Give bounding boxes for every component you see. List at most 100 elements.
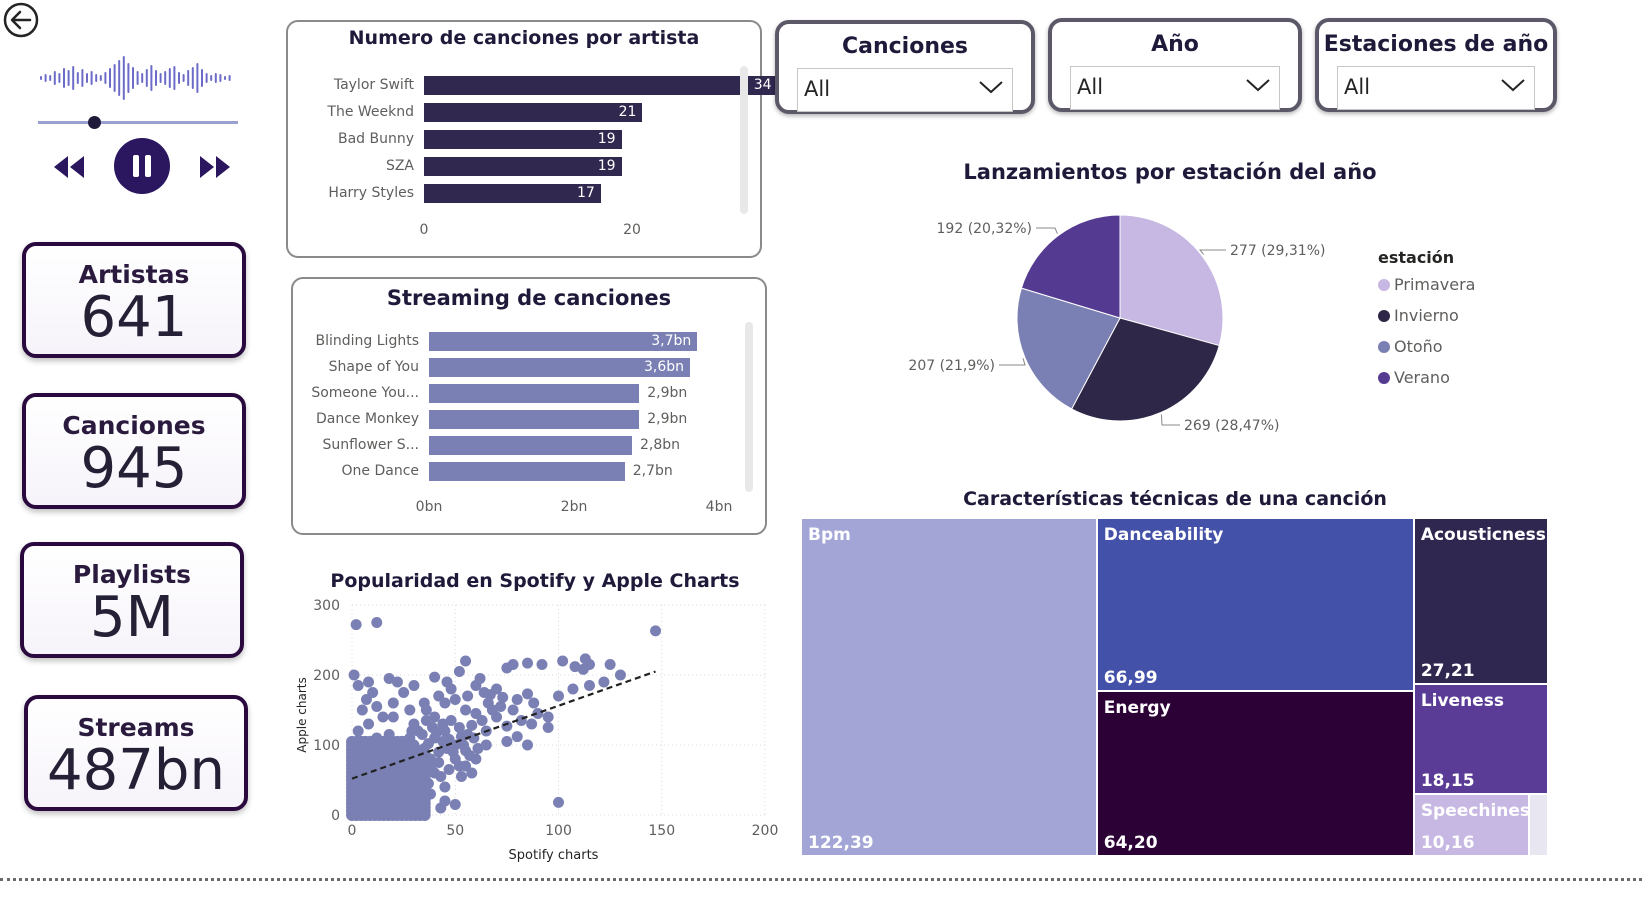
- scatter-point: [360, 808, 372, 820]
- scatter-point: [480, 739, 492, 751]
- scatter-point: [377, 750, 389, 761]
- pause-button[interactable]: [114, 138, 170, 194]
- waveform-bar: [122, 56, 125, 100]
- scatter-point: [422, 778, 434, 789]
- treemap-cell: Energy 64,20: [1096, 690, 1414, 856]
- kpi-value: 5M: [90, 585, 174, 650]
- waveform-bar: [191, 67, 194, 89]
- pie-data-label: 269 (28,47%): [1184, 418, 1279, 434]
- scatter-point: [435, 771, 447, 782]
- bar: [429, 332, 698, 351]
- pie-chart: 277 (29,31%) 269 (28,47%) 207 (21,9%) 192 (…: [908, 214, 1325, 434]
- bar: [424, 157, 622, 176]
- data-label: 19: [597, 157, 616, 174]
- waveform-bar: [219, 74, 222, 82]
- rewind-icon[interactable]: [52, 154, 86, 184]
- scatter-point: [365, 789, 377, 801]
- scatter-point: [433, 746, 445, 758]
- scatter-point: [416, 768, 428, 780]
- legend-marker-icon: [1378, 279, 1390, 291]
- y-tick-label: 0: [331, 808, 340, 824]
- fast-forward-icon[interactable]: [198, 154, 232, 184]
- pie-legend: Primavera Invierno Otoño Verano: [1378, 275, 1538, 405]
- data-label: 17: [576, 184, 595, 201]
- scatter-point: [557, 655, 569, 667]
- slicer-ano[interactable]: Año All: [1048, 18, 1302, 112]
- scatter-point: [455, 731, 467, 743]
- scatter-point: [404, 704, 416, 716]
- slicer-canciones[interactable]: Canciones All: [775, 20, 1035, 114]
- waveform-bar: [86, 73, 88, 83]
- scatter-point: [352, 725, 364, 737]
- waveform-bar: [173, 66, 176, 90]
- scatter-point: [350, 753, 362, 765]
- scatter-point: [367, 743, 379, 754]
- category-label: Someone You...: [311, 384, 419, 401]
- scatter-point: [352, 680, 364, 691]
- legend-label: Primavera: [1394, 275, 1476, 294]
- scatter-point: [398, 687, 410, 698]
- scatter-point: [437, 736, 449, 747]
- progress-handle[interactable]: [88, 116, 101, 129]
- scrollbar[interactable]: [740, 66, 748, 214]
- scatter-point: [369, 806, 381, 818]
- scatter-point: [476, 715, 488, 726]
- x-tick-label: 0: [419, 222, 429, 238]
- legend-marker-icon: [1378, 372, 1390, 384]
- slicer-value: All: [1077, 75, 1104, 99]
- waveform-bar: [58, 73, 61, 83]
- waveform-bar: [196, 63, 199, 93]
- scatter-point: [424, 788, 436, 800]
- scatter-point: [412, 785, 424, 796]
- waveform-bar: [224, 76, 226, 80]
- waveform-bar: [127, 63, 130, 93]
- chevron-down-icon[interactable]: [978, 77, 1004, 101]
- scatter-point: [391, 781, 403, 793]
- legend-item: Invierno: [1378, 306, 1459, 325]
- pie-slice: [1016, 287, 1121, 410]
- slicer-estaciones[interactable]: Estaciones de año All: [1315, 18, 1557, 112]
- data-label: 3,7bn: [651, 332, 692, 349]
- scatter-point: [453, 760, 465, 772]
- category-label: Sunflower S...: [322, 436, 419, 453]
- scrollbar[interactable]: [745, 322, 753, 492]
- bar: [429, 358, 690, 377]
- scatter-point: [507, 704, 519, 716]
- legend-marker-icon: [1378, 310, 1390, 322]
- treemap-label: Bpm: [808, 525, 851, 545]
- data-label: 21: [618, 103, 637, 120]
- scatter-point: [371, 701, 383, 712]
- kpi-label: Playlists: [72, 560, 192, 589]
- legend-item: Primavera: [1378, 275, 1475, 294]
- scatter-point: [402, 792, 414, 803]
- scatter-point: [358, 760, 370, 772]
- slicer-dropdown[interactable]: All: [1070, 66, 1280, 110]
- scatter-point: [371, 732, 383, 744]
- slicer-value: All: [1344, 75, 1371, 99]
- scatter-point: [433, 690, 445, 702]
- scatter-point: [449, 799, 461, 810]
- scatter-point: [350, 619, 362, 631]
- scatter-point: [418, 697, 430, 709]
- chevron-down-icon[interactable]: [1245, 75, 1271, 99]
- kpi-label: Streams: [77, 713, 195, 742]
- scatter-point: [377, 711, 389, 723]
- x-tick-label: 150: [648, 823, 675, 839]
- scatter-point: [491, 711, 503, 723]
- scatter-chart: 0 50 100 150 200 0 100 200 300 Spotify charts Appl…: [295, 598, 778, 863]
- slicer-dropdown[interactable]: All: [797, 68, 1013, 112]
- progress-track[interactable]: [38, 121, 238, 124]
- legend-marker-icon: [1378, 341, 1390, 353]
- data-label: 2,8bn: [640, 436, 681, 453]
- slicer-dropdown[interactable]: All: [1337, 66, 1535, 110]
- scatter-point: [583, 680, 595, 691]
- waveform-bar: [99, 75, 102, 81]
- category-label: Blinding Lights: [315, 332, 419, 349]
- scatter-point: [501, 736, 513, 747]
- scatter-point: [460, 704, 472, 716]
- chevron-down-icon[interactable]: [1500, 75, 1526, 99]
- scatter-point: [422, 738, 434, 750]
- scatter-point: [553, 796, 564, 808]
- legend-label: Invierno: [1394, 306, 1459, 325]
- back-arrow-icon[interactable]: [2, 1, 40, 39]
